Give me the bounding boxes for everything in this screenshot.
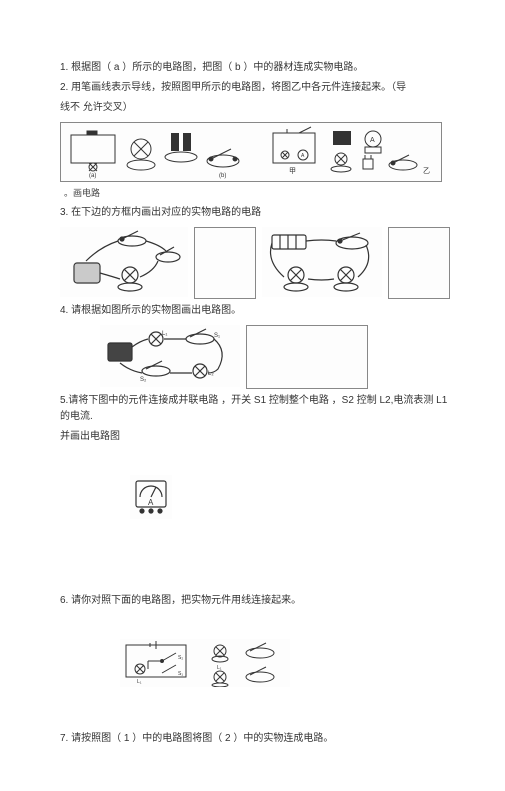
- q6-img: L₁ S₂ S₁ L₁: [120, 639, 290, 687]
- q5-img: A: [130, 475, 172, 519]
- svg-text:乙: 乙: [423, 167, 430, 175]
- svg-text:A: A: [148, 498, 154, 507]
- q6-circuit-svg: L₁ S₂ S₁ L₁: [120, 639, 290, 687]
- q4-circuit-svg: L₁ S₁ S₂ L₂: [100, 325, 240, 387]
- q3-circuit1-svg: [60, 227, 188, 297]
- q3-blank2: [388, 227, 450, 299]
- q5-line2: 并画出电路图: [60, 429, 455, 445]
- spacer: [60, 523, 455, 593]
- q1-text: 1. 根据图（ a ）所示的电路图，把图（ b ）中的器材连成实物电路。: [60, 60, 455, 76]
- page: 1. 根据图（ a ）所示的电路图，把图（ b ）中的器材连成实物电路。 2. …: [0, 0, 505, 791]
- q2-figure-box: (a) (b): [60, 122, 442, 182]
- spacer: [60, 691, 455, 731]
- svg-text:(a): (a): [89, 173, 96, 179]
- q5-line1: 5.请将下图中的元件连接成并联电路 ，开关 S1 控制整个电路 ，S2 控制 L…: [60, 393, 455, 425]
- q7-text: 7. 请按照图（ 1 ）中的电路图将图（ 2 ）中的实物连成电路。: [60, 731, 455, 747]
- q2-line1: 2. 用笔画线表示导线，按照图甲所示的电路图，将图乙中各元件连接起来。（导: [60, 80, 455, 96]
- q3-blank1: [194, 227, 256, 299]
- q3-circuit2-svg: [262, 227, 382, 297]
- spacer: [60, 613, 455, 633]
- q2-caption: 。画电路: [64, 186, 455, 199]
- q3-img2: [262, 227, 382, 297]
- q5-figure-row: A: [130, 475, 455, 519]
- svg-text:A: A: [301, 153, 305, 159]
- svg-text:(b): (b): [219, 173, 226, 179]
- svg-text:S₁: S₁: [178, 671, 183, 677]
- q6-text: 6. 请你对照下面的电路图，把实物元件用线连接起来。: [60, 593, 455, 609]
- q2-figure-row: (a) (b): [60, 122, 455, 182]
- q4-text: 4. 请根据如图所示的实物图画出电路图。: [60, 303, 455, 319]
- q3-figure-row: [60, 227, 455, 299]
- q6-figure-row: L₁ S₂ S₁ L₁: [120, 639, 455, 687]
- svg-text:甲: 甲: [289, 167, 296, 175]
- svg-text:L₁: L₁: [217, 665, 222, 671]
- svg-text:S₁: S₁: [214, 333, 220, 339]
- svg-text:S₂: S₂: [178, 655, 183, 661]
- q3-img1: [60, 227, 188, 297]
- q3-text: 3. 在下边的方框内画出对应的实物电路的电路: [60, 205, 455, 221]
- q4-blank: [246, 325, 368, 389]
- svg-text:S₂: S₂: [140, 377, 147, 383]
- svg-text:L₁: L₁: [162, 331, 167, 337]
- q4-figure-row: L₁ S₁ S₂ L₂: [100, 325, 455, 389]
- q4-img: L₁ S₁ S₂ L₂: [100, 325, 240, 387]
- svg-text:L₁: L₁: [137, 679, 142, 685]
- q2-circuit-svg: (a) (b): [63, 125, 439, 179]
- q5-ammeter-svg: A: [130, 475, 172, 519]
- svg-text:A: A: [370, 137, 375, 144]
- q2-line2: 线不 允许交叉）: [60, 100, 455, 116]
- spacer: [60, 449, 455, 469]
